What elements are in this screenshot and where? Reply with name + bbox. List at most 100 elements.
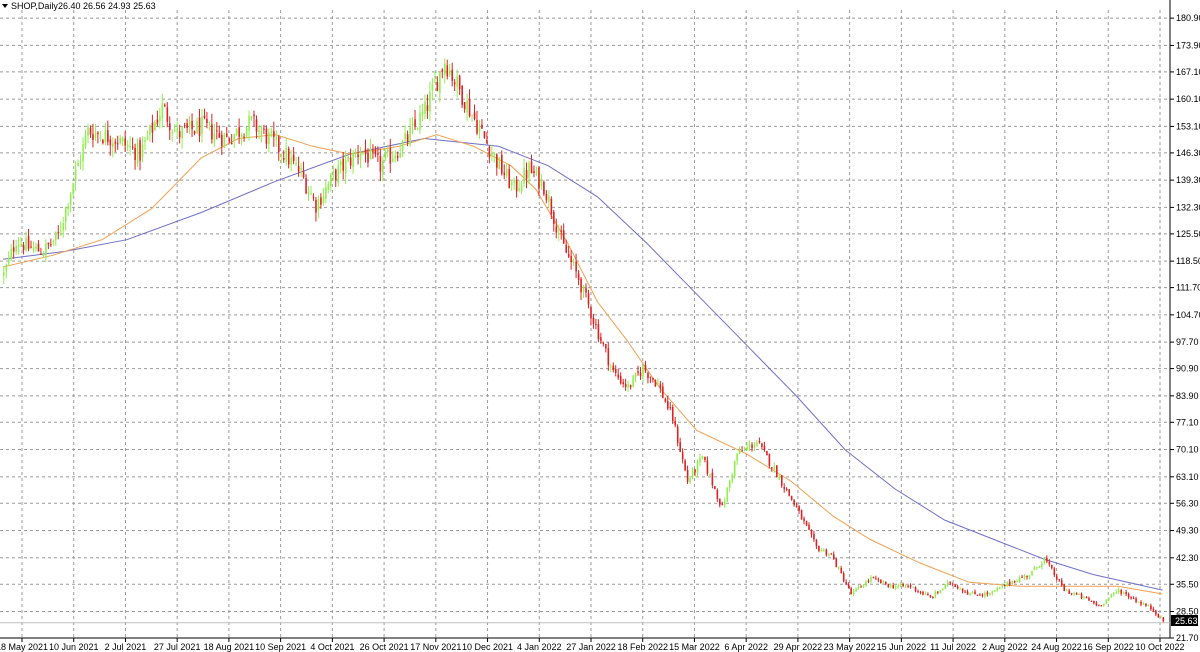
candle-body [429,92,431,112]
candle-body [932,596,934,598]
candle-body [776,465,778,478]
candle [1085,596,1088,599]
candle [357,144,359,165]
candle-body [887,584,890,588]
candle [1008,579,1011,587]
candle-body [282,158,285,160]
candle-body [287,148,290,165]
candle [206,111,208,129]
candle [1016,579,1018,583]
y-tick-label: 132.30 [1176,202,1200,212]
candle-body [867,580,870,582]
candle [273,121,275,147]
candle-body [369,148,372,160]
candle [758,437,761,444]
candle [253,110,255,127]
candle-body [929,595,932,598]
candle [124,131,127,152]
candle-body [681,452,684,460]
candle [1127,592,1130,600]
candle-body [721,504,724,506]
candle-body [674,421,677,426]
candle-body [486,139,488,144]
candle [592,313,595,329]
candle [1083,596,1085,600]
candle [679,437,681,453]
candle [711,468,714,489]
candle-body [327,184,330,191]
candle [557,224,560,241]
candle-body [657,382,659,385]
candle [929,594,932,598]
candle [1140,600,1142,607]
candle-body [857,586,860,588]
candle-body [676,426,679,443]
candle [104,122,107,146]
candle-body [476,119,478,134]
candle-body [344,159,347,174]
x-axis-ticks: 18 May 2021 10 Jun 2021 2 Jul 2021 27 Jul 2… [0,638,1185,652]
candle-body [629,385,632,388]
candle-body [391,158,394,162]
candle [17,237,20,255]
candle [1018,575,1021,583]
candle-body [736,453,738,461]
candle-body [711,472,714,486]
candle [411,116,414,135]
candle-body [1070,593,1073,595]
candle-body [228,138,231,142]
candle [567,245,570,258]
x-tick-label: 10 Jun 2021 [49,642,99,652]
x-tick-label: 23 May 2022 [824,642,876,652]
candle [520,181,523,195]
candle-body [1093,601,1095,604]
candle [1110,593,1113,599]
candle-body [1117,589,1120,593]
y-tick-label: 77.10 [1176,417,1199,427]
candle-body [979,594,981,596]
candle [694,468,696,477]
candle [582,284,585,299]
candle [282,150,285,163]
candle [59,221,62,236]
candle [733,460,736,479]
candle [726,486,729,503]
candle-body [1083,596,1085,598]
candle-body [198,117,201,136]
candle [1135,596,1137,604]
candle [909,583,912,589]
candle [595,318,597,330]
candle-body [225,133,228,137]
candle-body [1115,591,1118,593]
candle-body [1043,558,1046,563]
candle-body [634,372,637,378]
candle-body [1157,613,1160,617]
candle [981,593,984,598]
candle-body [803,518,805,522]
candle [723,497,726,509]
x-tick-label: 27 Jan 2022 [566,642,616,652]
x-tick-label: 10 Dec 2021 [462,642,513,652]
candle [188,115,191,135]
candle [421,103,424,121]
candle [146,130,149,141]
candle [614,365,617,377]
candle-body [570,256,572,262]
candle-body [585,287,587,293]
candle-body [518,188,520,191]
y-tick-label: 83.90 [1176,391,1199,401]
candle [513,177,515,190]
candle [354,148,357,158]
candle [473,104,476,121]
candle-body [1160,616,1162,618]
x-tick-label: 15 Mar 2022 [669,642,720,652]
candle [810,529,813,538]
candle-body [637,371,639,373]
candle [976,594,979,596]
candle [823,548,825,552]
candle-body [62,223,65,231]
candle-body [919,591,922,593]
y-tick-label: 63.10 [1176,472,1199,482]
candle-body [295,163,297,165]
